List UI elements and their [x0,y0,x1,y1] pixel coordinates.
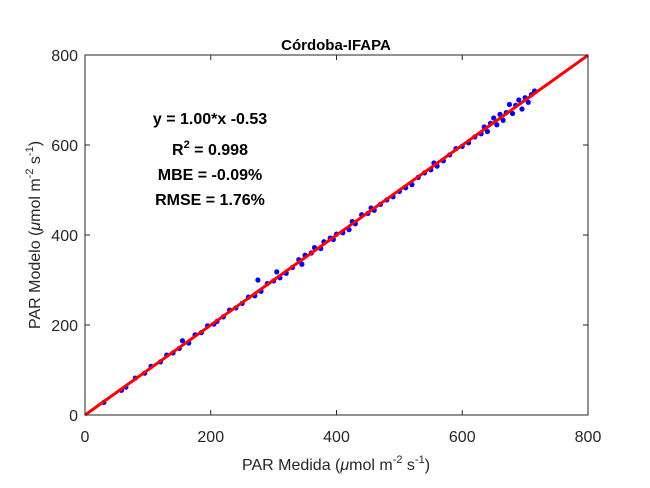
data-point [500,117,506,123]
data-point [494,122,500,128]
chart-title: Córdoba-IFAPA [281,37,391,54]
y-tick-label: 400 [51,228,78,245]
y-axis-label: PAR Modelo (μmol m-2 s-1) [24,141,44,329]
annotation-rmse: RMSE = 1.76% [155,192,265,209]
data-point [516,97,522,103]
data-point [299,261,305,267]
y-tick-label: 0 [69,408,78,425]
x-tick-label: 0 [81,429,90,446]
data-point [179,338,186,344]
x-tick-label: 200 [197,429,224,446]
x-tick-label: 600 [449,429,476,446]
data-point [506,101,513,108]
y-tick-label: 800 [51,48,78,65]
data-point [484,128,490,135]
data-point [519,106,525,112]
data-point [525,99,531,105]
y-tick-label: 200 [51,318,78,335]
x-axis-label: PAR Medida (μmol m-2 s-1) [242,454,430,474]
data-point [255,277,261,283]
y-ticks: 0 200 400 600 800 [51,48,588,425]
y-tick-label: 600 [51,138,78,155]
x-tick-label: 800 [575,429,602,446]
data-point [274,269,280,275]
annotation-equation: y = 1.00*x -0.53 [153,111,267,128]
annotation-r2: R2 = 0.998 [172,139,248,159]
data-point [509,110,516,117]
fit-line [84,54,589,417]
x-ticks: 0 200 400 600 800 [81,55,602,446]
annotation-mbe: MBE = -0.09% [158,167,262,184]
data-point [491,115,497,121]
x-tick-label: 400 [323,429,350,446]
